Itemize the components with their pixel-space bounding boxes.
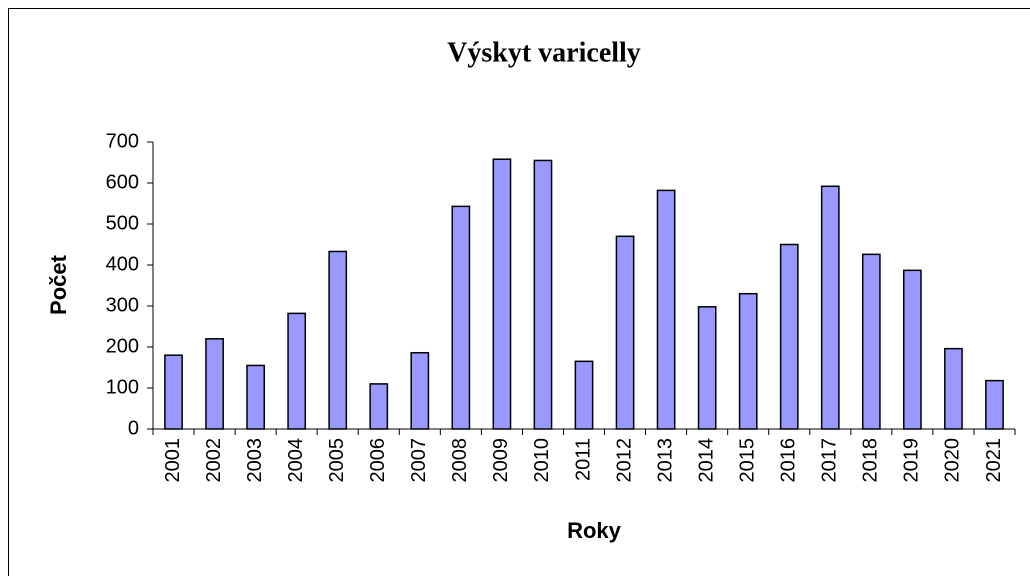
x-tick-label: 2003	[244, 438, 266, 483]
bar	[861, 253, 881, 430]
x-tick-label: 2015	[736, 438, 758, 483]
bar	[328, 250, 348, 430]
x-tick-label: 2011	[572, 438, 594, 481]
y-tick-label: 200	[106, 335, 139, 357]
x-tick-label: 2012	[613, 438, 635, 483]
x-tick-label: 2002	[203, 438, 225, 483]
bar	[246, 364, 265, 430]
x-tick-label: 2009	[490, 438, 512, 483]
x-tick-label: 2005	[326, 438, 348, 483]
bar	[738, 292, 758, 430]
bar	[410, 351, 430, 430]
x-tick-label: 2017	[819, 438, 841, 483]
x-tick-label: 2010	[531, 438, 553, 483]
chart-frame	[8, 8, 1030, 576]
x-tick-label: 2013	[654, 438, 676, 483]
x-tick-label: 2019	[901, 438, 923, 483]
x-tick-label: 2007	[408, 438, 430, 483]
y-tick-label: 400	[106, 253, 139, 275]
bar	[615, 235, 635, 430]
bar	[533, 159, 553, 430]
x-tick-label: 2014	[695, 438, 717, 483]
bar	[574, 360, 594, 430]
x-tick-label: 2016	[778, 438, 800, 483]
y-tick-label: 100	[106, 376, 139, 398]
bar	[820, 185, 840, 430]
bar	[697, 306, 717, 430]
y-tick-label: 500	[106, 212, 139, 234]
x-tick-label: 2004	[285, 438, 307, 483]
y-tick-label: 0	[128, 417, 139, 439]
chart-title: Výskyt varicelly	[447, 37, 641, 68]
x-tick-label: 2006	[367, 438, 389, 483]
x-tick-label: 2021	[983, 438, 1005, 483]
x-tick-label: 2020	[942, 438, 964, 483]
x-axis-label: Roky	[567, 518, 622, 543]
bar	[451, 205, 471, 430]
y-tick-label: 700	[106, 130, 139, 152]
bar	[492, 158, 512, 430]
bar	[985, 379, 1004, 430]
bar	[656, 189, 676, 430]
y-tick-label: 600	[106, 171, 139, 193]
y-tick-label: 300	[106, 294, 139, 316]
x-tick-label: 2008	[449, 438, 471, 483]
bar	[903, 269, 922, 430]
bar	[287, 312, 307, 430]
bar	[944, 347, 963, 430]
x-tick-label: 2001	[162, 438, 184, 483]
bar	[205, 338, 224, 430]
bar	[164, 354, 183, 430]
bar	[369, 383, 389, 430]
y-axis-label: Počet	[46, 254, 71, 315]
x-tick-label: 2018	[860, 438, 882, 483]
bar	[779, 243, 799, 430]
